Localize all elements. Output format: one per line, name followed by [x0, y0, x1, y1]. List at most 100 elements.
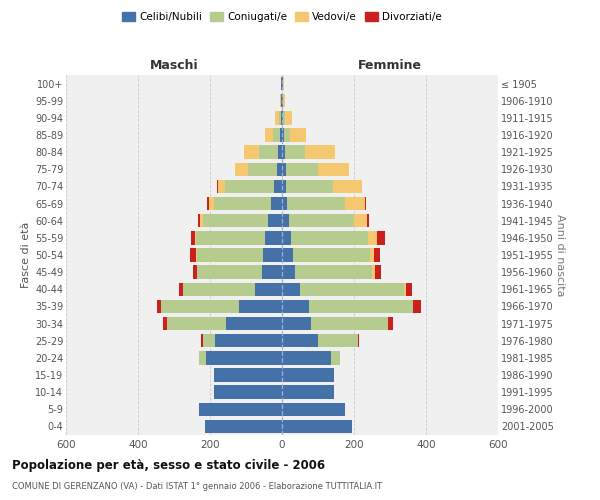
Bar: [282, 128, 284, 141]
Bar: [370, 248, 374, 262]
Bar: [354, 214, 367, 228]
Bar: [281, 111, 282, 124]
Y-axis label: Anni di nascita: Anni di nascita: [555, 214, 565, 296]
Bar: [365, 197, 366, 210]
Bar: [280, 128, 282, 141]
Bar: [286, 162, 318, 176]
Bar: [273, 128, 280, 141]
Bar: [282, 282, 300, 296]
Bar: [282, 162, 286, 176]
Bar: [318, 162, 349, 176]
Bar: [282, 231, 291, 244]
Bar: [413, 300, 421, 313]
Bar: [331, 351, 340, 364]
Bar: [214, 368, 282, 382]
Bar: [372, 266, 375, 279]
Bar: [374, 248, 380, 262]
Bar: [196, 231, 265, 244]
Bar: [183, 282, 255, 296]
Bar: [191, 231, 195, 244]
Bar: [265, 231, 282, 244]
Bar: [388, 317, 392, 330]
Bar: [244, 146, 259, 159]
Bar: [290, 128, 307, 141]
Bar: [205, 420, 282, 433]
Bar: [283, 94, 284, 108]
Bar: [289, 214, 354, 228]
Bar: [280, 94, 281, 108]
Bar: [358, 334, 359, 347]
Bar: [284, 128, 290, 141]
Bar: [235, 162, 248, 176]
Bar: [367, 214, 370, 228]
Bar: [282, 317, 311, 330]
Bar: [199, 351, 206, 364]
Bar: [226, 180, 274, 193]
Bar: [201, 334, 203, 347]
Bar: [200, 214, 203, 228]
Bar: [282, 386, 334, 399]
Bar: [333, 180, 362, 193]
Bar: [282, 248, 293, 262]
Bar: [282, 334, 318, 347]
Bar: [282, 146, 285, 159]
Bar: [263, 248, 282, 262]
Bar: [311, 317, 388, 330]
Bar: [295, 266, 372, 279]
Bar: [179, 282, 183, 296]
Bar: [203, 214, 268, 228]
Bar: [282, 368, 334, 382]
Legend: Celibi/Nubili, Coniugati/e, Vedovi/e, Divorziati/e: Celibi/Nubili, Coniugati/e, Vedovi/e, Di…: [118, 8, 446, 26]
Bar: [198, 214, 200, 228]
Bar: [206, 351, 282, 364]
Bar: [282, 94, 283, 108]
Bar: [282, 214, 289, 228]
Bar: [285, 111, 292, 124]
Bar: [161, 300, 239, 313]
Bar: [203, 334, 215, 347]
Bar: [287, 197, 345, 210]
Bar: [271, 197, 282, 210]
Bar: [282, 266, 295, 279]
Text: COMUNE DI GERENZANO (VA) - Dati ISTAT 1° gennaio 2006 - Elaborazione TUTTITALIA.: COMUNE DI GERENZANO (VA) - Dati ISTAT 1°…: [12, 482, 382, 491]
Bar: [248, 162, 277, 176]
Bar: [190, 248, 196, 262]
Bar: [300, 282, 404, 296]
Bar: [282, 351, 331, 364]
Bar: [375, 266, 382, 279]
Bar: [305, 146, 335, 159]
Bar: [193, 266, 197, 279]
Bar: [368, 231, 377, 244]
Bar: [275, 111, 279, 124]
Bar: [209, 197, 214, 210]
Bar: [218, 180, 226, 193]
Bar: [282, 402, 345, 416]
Bar: [282, 111, 283, 124]
Bar: [239, 300, 282, 313]
Bar: [318, 334, 358, 347]
Bar: [286, 180, 333, 193]
Y-axis label: Fasce di età: Fasce di età: [20, 222, 31, 288]
Bar: [215, 334, 282, 347]
Bar: [281, 94, 282, 108]
Bar: [406, 282, 412, 296]
Bar: [282, 180, 286, 193]
Bar: [283, 77, 284, 90]
Bar: [282, 77, 283, 90]
Bar: [214, 197, 271, 210]
Bar: [208, 197, 209, 210]
Bar: [282, 197, 287, 210]
Bar: [283, 111, 285, 124]
Text: Femmine: Femmine: [358, 58, 422, 71]
Bar: [196, 248, 197, 262]
Bar: [274, 180, 282, 193]
Bar: [377, 231, 385, 244]
Bar: [163, 317, 167, 330]
Bar: [214, 386, 282, 399]
Bar: [282, 420, 352, 433]
Bar: [217, 180, 218, 193]
Bar: [255, 282, 282, 296]
Bar: [293, 248, 370, 262]
Bar: [277, 162, 282, 176]
Bar: [265, 128, 273, 141]
